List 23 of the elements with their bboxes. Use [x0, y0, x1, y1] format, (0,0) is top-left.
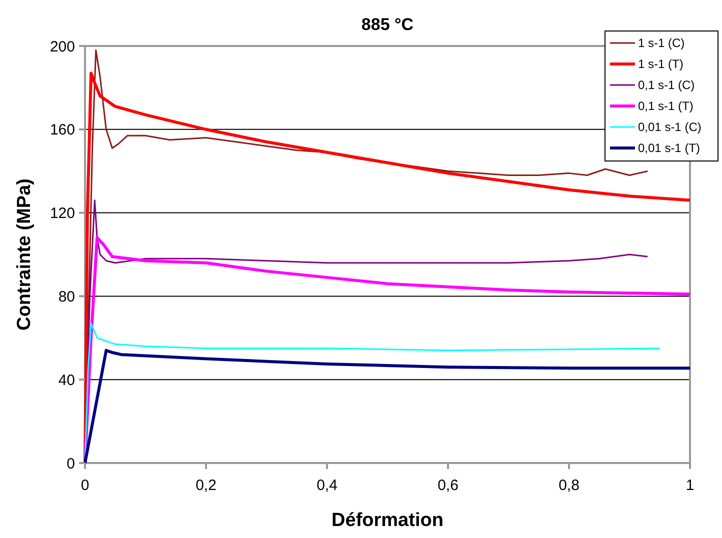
x-tick-label: 0 [80, 477, 90, 494]
legend-label: 0,1 s-1 (C) [638, 78, 695, 92]
legend-label: 1 s-1 (T) [638, 57, 684, 72]
x-tick-label: 0,8 [558, 477, 580, 494]
x-axis-title: Déformation [332, 510, 444, 531]
y-tick-label: 80 [58, 288, 75, 306]
y-tick-label: 160 [50, 122, 75, 139]
legend-label: 0,01 s-1 (C) [638, 120, 702, 134]
line-series [84, 348, 692, 464]
x-tick-label: 0,4 [316, 477, 338, 494]
x-tick-label: 0,2 [196, 477, 216, 494]
chart-title: 885 °C [361, 15, 414, 34]
line-series [84, 236, 692, 464]
y-tick-label: 200 [50, 38, 75, 56]
y-axis-title: Contrainte (MPa) [14, 178, 35, 330]
y-tick-label: 40 [58, 372, 75, 389]
legend-label: 0,1 s-1 (T) [638, 99, 694, 114]
legend-label: 0,01 s-1 (T) [638, 141, 700, 156]
y-tick-label: 0 [66, 455, 75, 472]
x-tick-label: 1 [686, 477, 694, 494]
x-tick-label: 0,6 [438, 477, 458, 494]
legend-label: 1 s-1 (C) [638, 36, 685, 50]
y-tick-label: 120 [50, 205, 75, 222]
